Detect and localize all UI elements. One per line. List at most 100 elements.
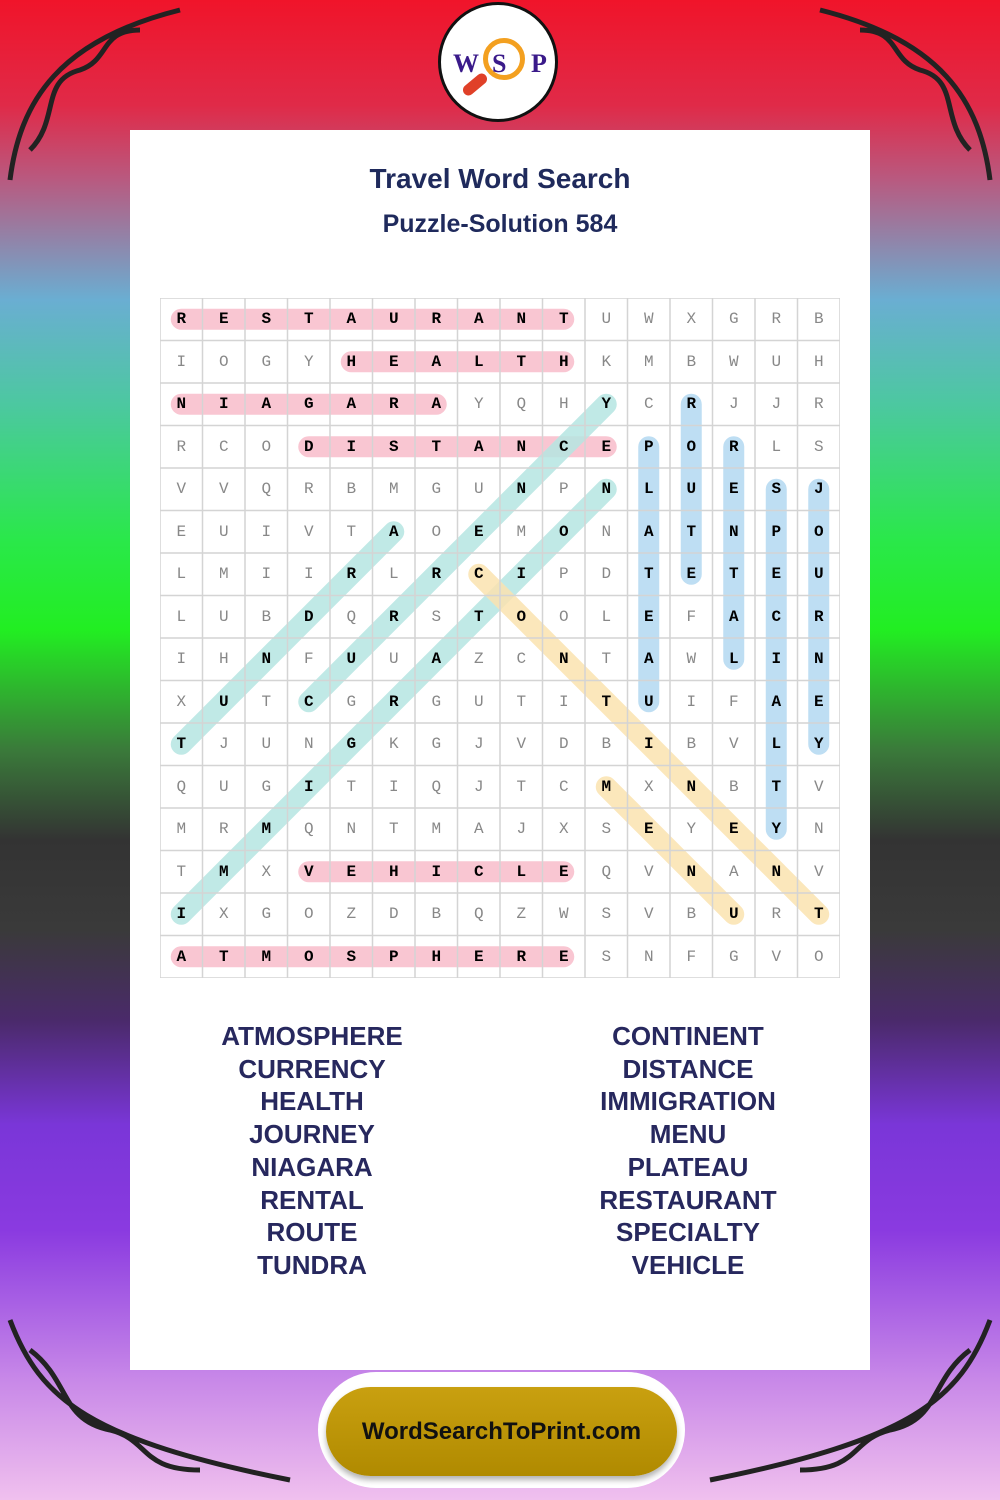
grid-cell: Q [261, 480, 272, 498]
grid-cell: L [176, 565, 187, 583]
grid-cell: J [218, 735, 229, 753]
grid-cell: L [516, 862, 527, 881]
word-search-grid: R E S T A U R A N T U W X G R B I O G Y H E A L T H K M B W U H N I A G A R A Y… [160, 298, 840, 978]
grid-cell: C [303, 692, 314, 711]
grid-cell: Y [771, 820, 782, 838]
grid-cell: S [346, 947, 357, 966]
logo-letter: P [531, 49, 547, 78]
word-item: CONTINENT [612, 1021, 764, 1051]
grid-cell: C [218, 437, 229, 456]
grid-cell: R [431, 310, 442, 328]
grid-cell: A [473, 310, 484, 328]
grid-cell: E [473, 522, 484, 541]
grid-cell: M [261, 947, 272, 966]
grid-cell: G [431, 735, 442, 753]
word-item: MENU [649, 1119, 727, 1150]
grid-cell: I [558, 692, 569, 711]
grid-cell: T [516, 777, 527, 796]
grid-cell: J [516, 820, 527, 838]
site-link[interactable]: WordSearchToPrint.com [326, 1387, 677, 1476]
grid-cell: J [728, 395, 739, 413]
grid-cell: N [601, 480, 612, 498]
grid-cell: T [218, 947, 229, 966]
grid-cell: L [176, 607, 187, 626]
grid-cell: O [303, 905, 314, 923]
grid-cell: F [303, 650, 314, 668]
grid-cell: R [771, 310, 782, 328]
grid-cell: A [473, 820, 484, 838]
grid-cell: J [771, 395, 782, 413]
grid-cell: U [473, 692, 484, 711]
grid-cell: L [473, 352, 484, 371]
grid-cell: S [601, 947, 612, 966]
grid-cell: M [388, 480, 399, 498]
grid-cell: H [218, 650, 229, 668]
grid-cell: N [686, 862, 697, 881]
logo-letter: W [453, 49, 479, 78]
grid-cell: S [601, 820, 612, 838]
grid-cell: I [218, 395, 229, 413]
grid-cell: C [643, 395, 654, 413]
grid-cell: D [303, 437, 314, 456]
grid-cell: V [643, 905, 654, 923]
grid-cell: E [558, 947, 569, 966]
grid-cell: B [346, 480, 357, 498]
grid-cell: O [813, 522, 824, 541]
grid-cell: O [261, 437, 272, 456]
grid-cell: G [346, 692, 357, 711]
puzzle-subtitle: Puzzle-Solution 584 [382, 210, 618, 238]
highlight-continent [468, 563, 830, 925]
grid-cell: N [728, 522, 739, 541]
grid-cell: C [473, 862, 484, 881]
grid-cell: B [601, 735, 612, 753]
grid-cell: P [558, 565, 569, 583]
grid-cell: C [558, 777, 569, 796]
grid-cell: B [686, 352, 697, 371]
grid-cell: R [516, 947, 527, 966]
grid-cell: N [516, 437, 527, 456]
grid-cell: O [558, 522, 569, 541]
grid-cell: O [813, 947, 824, 966]
grid-cell: I [686, 692, 697, 711]
grid-cell: T [346, 522, 357, 541]
grid-cell: N [558, 650, 569, 668]
grid-cell: B [431, 905, 442, 923]
corner-ornament-icon [819, 7, 993, 181]
grid-cell: Y [473, 395, 484, 413]
grid-cell: R [176, 310, 187, 328]
grid-cell: G [261, 905, 272, 923]
grid-cell: W [728, 352, 739, 371]
grid-cell: U [813, 565, 824, 583]
grid-cell: R [176, 437, 187, 456]
grid-cell: M [643, 352, 654, 371]
grid-cell: J [813, 480, 824, 498]
word-item: JOURNEY [249, 1119, 375, 1150]
grid-cell: C [771, 607, 782, 626]
grid-cell: U [346, 650, 357, 668]
grid-cell: I [388, 777, 399, 796]
grid-cell: U [218, 777, 229, 796]
grid-cell: L [771, 735, 782, 753]
grid-cell: Q [176, 777, 187, 796]
grid-cell: M [176, 820, 187, 838]
grid-cell: I [643, 735, 654, 753]
grid-cell: N [686, 777, 697, 796]
grid-cell: E [388, 352, 399, 371]
grid-cell: I [261, 565, 272, 583]
grid-cell: A [176, 947, 187, 966]
word-item: ATMOSPHERE [221, 1021, 403, 1051]
grid-cell: T [643, 565, 654, 583]
grid-cell: H [431, 947, 442, 966]
grid-cell: Q [516, 395, 527, 413]
grid-cell: U [388, 310, 399, 328]
grid-cell: T [601, 692, 612, 711]
grid-cell: F [686, 607, 697, 626]
grid-cell: G [728, 947, 739, 966]
footer-badge: WordSearchToPrint.com [318, 1372, 685, 1488]
grid-cell: A [261, 395, 272, 413]
grid-cell: R [728, 437, 739, 456]
grid-cell: E [728, 480, 739, 498]
grid-cell: I [346, 437, 357, 456]
grid-cell: G [431, 692, 442, 711]
grid-cell: E [558, 862, 569, 881]
